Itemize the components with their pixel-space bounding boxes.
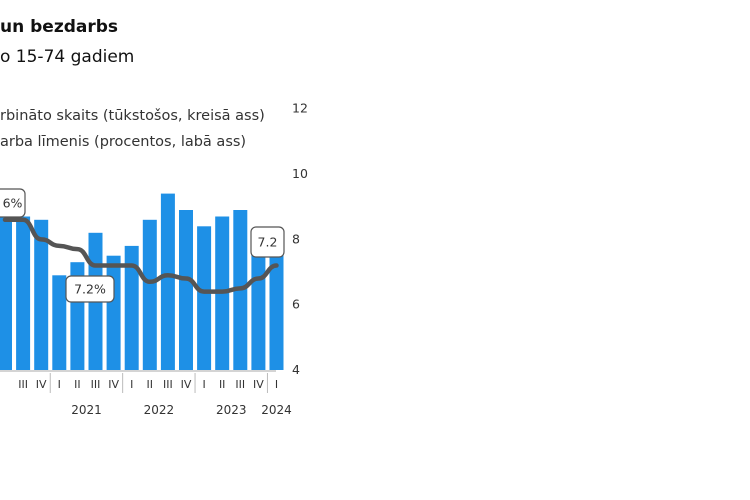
y-tick-label: 4 <box>292 362 300 377</box>
quarter-tick-label: III <box>163 378 173 391</box>
quarter-tick-label: I <box>275 378 278 391</box>
quarter-tick-label: III <box>91 378 101 391</box>
y-tick-label: 6 <box>292 297 300 312</box>
callout-text: 6% <box>3 196 23 211</box>
quarter-tick-label: III <box>18 378 28 391</box>
callout-box <box>65 275 115 303</box>
bar-11 <box>197 226 212 370</box>
bar-8 <box>142 219 157 370</box>
chart-subtitle: o 15-74 gadiem <box>0 47 135 67</box>
callout-1: 7.2% <box>65 275 115 303</box>
y-tick-label: 12 <box>292 101 308 116</box>
quarter-tick-label: III <box>235 378 245 391</box>
callout-0: 6% <box>0 188 26 218</box>
quarter-tick-label: IV <box>108 378 119 391</box>
quarter-tick-label: IV <box>253 378 264 391</box>
legend-bars-label: rbināto skaits (tūkstošos, kreisā ass) <box>0 108 265 124</box>
y-axis-right: 4 6 8 10 12 <box>292 101 308 377</box>
chart-title: un bezdarbs <box>0 17 119 37</box>
quarter-tick-label: I <box>58 378 61 391</box>
bars-group <box>0 193 284 370</box>
callouts-group: 6% 7.2% 7.2 <box>0 188 285 303</box>
bar-3 <box>52 275 67 370</box>
bar-10 <box>179 210 193 370</box>
quarter-tick-label: II <box>219 378 226 391</box>
bar-0 <box>0 216 12 370</box>
line-group <box>2 217 279 294</box>
year-tick-label: 2023 <box>216 403 247 417</box>
legend-line-label: arba līmenis (procentos, labā ass) <box>0 134 247 150</box>
quarter-tick-label: I <box>130 378 133 391</box>
year-tick-label: 2022 <box>144 403 175 417</box>
quarter-tick-label: IV <box>36 378 47 391</box>
bar-7 <box>124 245 139 370</box>
bar-9 <box>160 193 175 370</box>
year-tick-label: 2021 <box>71 403 102 417</box>
quarter-tick-label: II <box>147 378 154 391</box>
callout-text: 7.2% <box>74 282 106 297</box>
bar-6 <box>106 255 121 370</box>
y-tick-label: 10 <box>292 166 308 181</box>
callout-2: 7.2 <box>250 226 285 258</box>
bar-1 <box>16 216 31 370</box>
quarter-tick-label: IV <box>181 378 192 391</box>
quarter-tick-label: I <box>202 378 205 391</box>
bar-2 <box>34 219 49 370</box>
unemployment-rate-line <box>2 217 279 294</box>
year-tick-label: 2024 <box>261 403 292 417</box>
y-tick-label: 8 <box>292 231 300 246</box>
callout-box <box>0 188 26 218</box>
quarter-tick-label: II <box>74 378 81 391</box>
callout-box <box>250 226 285 258</box>
callout-text: 7.2 <box>258 235 278 250</box>
bar-14 <box>251 229 266 370</box>
